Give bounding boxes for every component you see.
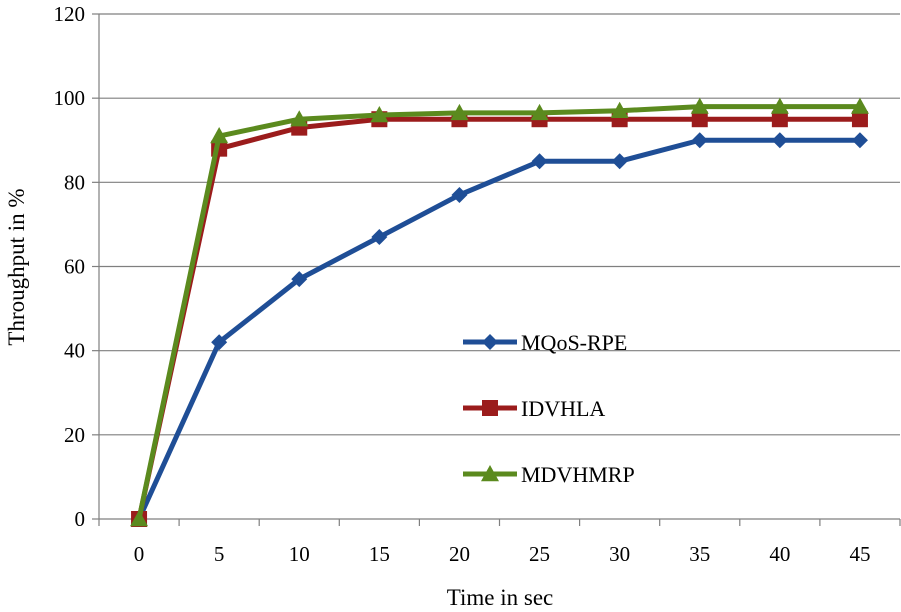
point-idvhla-45: [851, 111, 868, 128]
point-mqos-rpe-45: [851, 132, 868, 149]
legend-label-mdvhmrp: MDVHMRP: [521, 462, 635, 487]
legend-item-mqos-rpe: MQoS-RPE: [463, 330, 627, 355]
series-mdvhmrp: [130, 97, 869, 527]
y-tick-label-60: 60: [64, 255, 85, 279]
x-tick-label-35: 35: [689, 542, 710, 566]
data-series: [130, 97, 869, 527]
point-idvhla-35: [691, 111, 708, 128]
x-tick-label-45: 45: [849, 542, 870, 566]
x-tick-label-25: 25: [529, 542, 550, 566]
point-mdvhmrp-10: [290, 110, 309, 127]
point-mdvhmrp-45: [850, 97, 869, 114]
point-mqos-rpe-30: [611, 153, 628, 170]
series-idvhla: [131, 111, 868, 527]
point-mqos-rpe-35: [691, 132, 708, 149]
legend-label-mqos-rpe: MQoS-RPE: [521, 330, 627, 355]
legend-marker-mqos-rpe: [482, 334, 498, 350]
point-mqos-rpe-40: [771, 132, 788, 149]
legend-label-idvhla: IDVHLA: [521, 396, 605, 421]
series-mqos-rpe: [131, 132, 868, 527]
series-line-idvhla: [136, 116, 860, 520]
point-mdvhmrp-5: [210, 127, 229, 144]
gridlines: [99, 13, 900, 436]
point-mdvhmrp-25: [530, 103, 549, 121]
point-mqos-rpe-10: [291, 271, 308, 288]
x-tick-label-20: 20: [449, 542, 470, 566]
point-mdvhmrp-15: [370, 106, 389, 123]
point-mqos-rpe-15: [371, 229, 388, 246]
series-line-mdvhmrp: [136, 104, 860, 520]
x-axis-title: Time in sec: [447, 585, 554, 610]
x-tick-label-10: 10: [289, 542, 310, 566]
point-mdvhmrp-30: [610, 101, 629, 118]
y-tick-label-100: 100: [54, 86, 86, 110]
x-tick-label-30: 30: [609, 542, 630, 566]
x-axis-ticks: 0 5 10 15 20 25 30 35 40 45: [98, 519, 901, 566]
y-tick-label-20: 20: [64, 423, 85, 447]
y-tick-label-80: 80: [64, 170, 85, 194]
x-tick-label-40: 40: [769, 542, 790, 566]
point-mqos-rpe-25: [531, 153, 548, 170]
y-axis-title: Throughput in %: [4, 188, 29, 345]
y-tick-label-0: 0: [75, 507, 86, 531]
point-mdvhmrp-20: [450, 103, 469, 121]
x-tick-label-5: 5: [214, 542, 225, 566]
legend-marker-idvhla: [482, 400, 498, 416]
point-mqos-rpe-5: [211, 334, 228, 351]
legend-item-mdvhmrp: MDVHMRP: [463, 462, 635, 487]
point-mqos-rpe-20: [451, 186, 468, 203]
legend-marker-mdvhmrp: [481, 465, 499, 482]
x-tick-label-15: 15: [369, 542, 390, 566]
y-tick-label-40: 40: [64, 339, 85, 363]
y-axis-ticks: 0 20 40 60 80 100 120: [54, 2, 99, 531]
point-mdvhmrp-35: [690, 97, 709, 114]
legend: MQoS-RPE IDVHLA MDVHMRP: [463, 330, 635, 487]
series-line-mqos-rpe: [136, 137, 860, 521]
point-mdvhmrp-0: [130, 510, 149, 527]
y-tick-label-120: 120: [54, 2, 86, 26]
x-tick-label-0: 0: [134, 542, 145, 566]
point-mdvhmrp-40: [770, 97, 789, 114]
point-idvhla-40: [771, 111, 788, 128]
legend-item-idvhla: IDVHLA: [463, 396, 605, 421]
